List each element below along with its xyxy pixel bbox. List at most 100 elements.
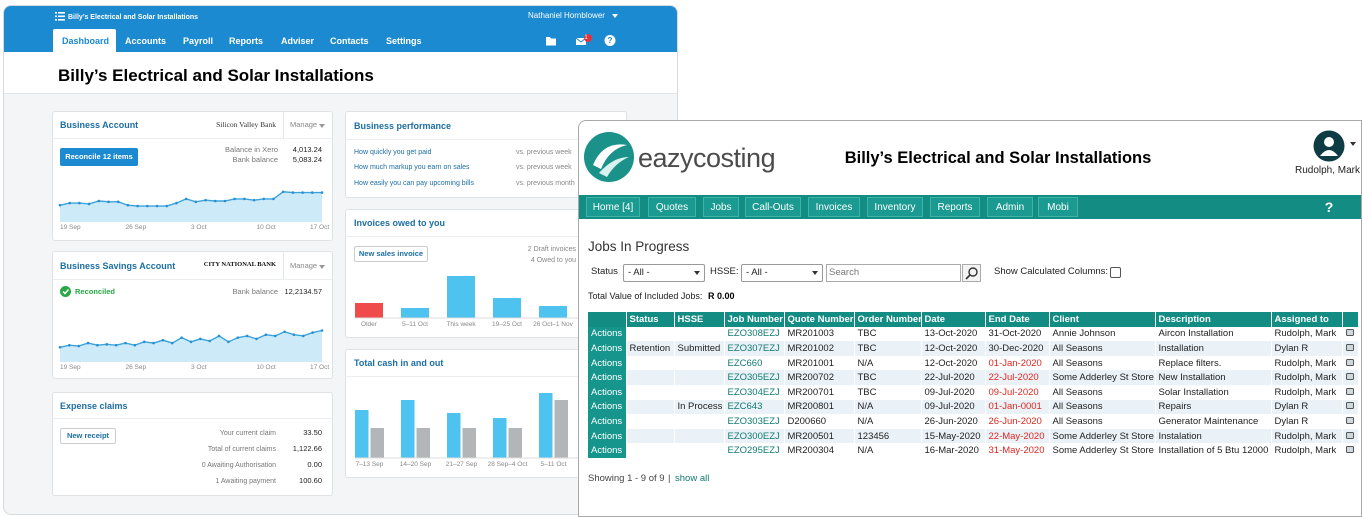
menu-line	[58, 19, 65, 21]
cell: Submitted	[674, 341, 725, 356]
x-label: 7–13 Sep	[355, 460, 384, 468]
button-label[interactable]: New sales invoice	[358, 249, 424, 259]
point	[152, 341, 155, 345]
nav-tab[interactable]: Dashboard	[62, 35, 110, 46]
nav-button[interactable]	[808, 197, 860, 217]
select[interactable]	[741, 264, 823, 282]
nav-button[interactable]	[586, 197, 640, 217]
button[interactable]	[354, 246, 428, 262]
button[interactable]	[60, 148, 138, 166]
row-icon[interactable]	[1345, 343, 1354, 351]
caret	[812, 271, 818, 275]
checkbox[interactable]	[1110, 267, 1121, 278]
row-icon[interactable]	[1345, 416, 1354, 424]
actions-button[interactable]: Actions	[588, 341, 627, 356]
cell: Aircon Installation	[1155, 326, 1272, 342]
actions-button[interactable]: Actions	[588, 428, 627, 444]
show-all-link[interactable]: show all	[675, 473, 710, 485]
cell[interactable]: EZO303EZJ	[724, 414, 785, 429]
cell: MR201003	[784, 326, 855, 342]
nav-tab[interactable]: Payroll	[183, 35, 214, 46]
point	[245, 334, 249, 338]
point	[262, 197, 266, 201]
nav-tab[interactable]: Contacts	[330, 35, 369, 46]
top-bar	[4, 6, 677, 52]
help[interactable]: ?	[1324, 198, 1334, 215]
nav-label[interactable]: Inventory	[874, 201, 916, 213]
nav-button[interactable]	[930, 197, 980, 217]
cell: Rudolph, Mark	[1271, 384, 1343, 400]
actions-button[interactable]: Actions	[588, 384, 627, 400]
cell[interactable]: EZO307EZJ	[724, 341, 785, 356]
cell: Installation of 5 Btu 12000	[1155, 443, 1272, 458]
actions-button[interactable]: Actions	[588, 355, 627, 371]
user-name: Nathaniel Hornblower	[528, 11, 605, 20]
button-label[interactable]: New receipt	[66, 431, 110, 441]
button-label[interactable]: Reconcile 12 items	[65, 152, 133, 162]
nav-button[interactable]	[648, 197, 696, 217]
row-value: 100.60	[299, 476, 322, 486]
actions-button[interactable]: Actions	[588, 414, 627, 429]
nav-button[interactable]	[987, 197, 1033, 217]
point	[252, 198, 256, 202]
search-input[interactable]	[826, 264, 961, 282]
row-icon[interactable]	[1345, 329, 1354, 337]
nav-button[interactable]	[867, 197, 923, 217]
cell: Rudolph, Mark	[1271, 443, 1343, 458]
cell[interactable]: EZO305EZJ	[724, 370, 785, 385]
cell: Retention	[626, 341, 675, 356]
nav-label[interactable]: Call-Outs	[752, 201, 794, 213]
metric-link[interactable]: How much markup you earn on sales	[354, 164, 470, 171]
cell: D200660	[784, 414, 855, 429]
nav-button[interactable]	[1038, 197, 1078, 217]
nav-tab[interactable]: Adviser	[281, 35, 315, 46]
nav-label[interactable]: Mobi	[1047, 201, 1069, 213]
cell[interactable]: EZO300EZJ	[724, 428, 785, 444]
manage-link[interactable]: Manage	[290, 120, 318, 130]
row-icon[interactable]	[1345, 373, 1354, 381]
point	[77, 344, 81, 348]
nav-tab[interactable]: Settings	[386, 35, 422, 46]
actions-button[interactable]: Actions	[588, 443, 627, 458]
nav-label[interactable]: Quotes	[655, 201, 689, 213]
mail-badge: 1	[584, 35, 588, 41]
row-icon[interactable]	[1345, 431, 1354, 439]
point	[189, 340, 193, 344]
actions-button[interactable]: Actions	[588, 399, 627, 415]
select[interactable]	[623, 264, 705, 282]
filter-label: Status	[591, 266, 618, 278]
row-icon[interactable]	[1345, 387, 1354, 395]
job-row: Actions Retention Submitted EZO307EZJ MR2010…	[588, 341, 1359, 356]
cell[interactable]: EZC660	[724, 355, 785, 371]
actions-button[interactable]: Actions	[588, 326, 627, 342]
cell[interactable]: EZO304EZJ	[724, 384, 785, 400]
manage-link[interactable]: Manage	[290, 261, 318, 271]
row-icon[interactable]	[1345, 402, 1354, 410]
nav-button[interactable]	[703, 197, 739, 217]
row-icon[interactable]	[1345, 358, 1354, 366]
button[interactable]	[60, 428, 116, 444]
metric-link[interactable]: How easily you can pay upcoming bills	[354, 179, 474, 187]
nav-button[interactable]	[745, 197, 801, 217]
cell[interactable]: EZO295EZJ	[724, 443, 785, 458]
nav-label[interactable]: Reports	[937, 201, 973, 213]
menu-line	[58, 12, 65, 14]
point	[227, 340, 230, 344]
nav-label[interactable]: Jobs	[710, 201, 732, 213]
point	[208, 339, 212, 343]
nav-label[interactable]: Invoices	[815, 201, 853, 213]
cell[interactable]: EZC643	[724, 399, 785, 415]
row-icon[interactable]	[1345, 446, 1354, 454]
nav-tab[interactable]: Reports	[229, 35, 264, 46]
nav-label[interactable]: Home [4]	[592, 201, 634, 213]
nav-tab[interactable]: Accounts	[125, 35, 167, 46]
column-header: Status	[626, 312, 675, 327]
actions-button[interactable]: Actions	[588, 370, 627, 385]
cell: 01-Jan-0001	[985, 399, 1050, 415]
cell	[626, 326, 675, 342]
metric-link[interactable]: How quickly you get paid	[354, 148, 432, 156]
cell	[674, 355, 725, 371]
cell	[626, 355, 675, 371]
nav-label[interactable]: Admin	[995, 201, 1025, 213]
cell[interactable]: EZO308EZJ	[724, 326, 785, 342]
